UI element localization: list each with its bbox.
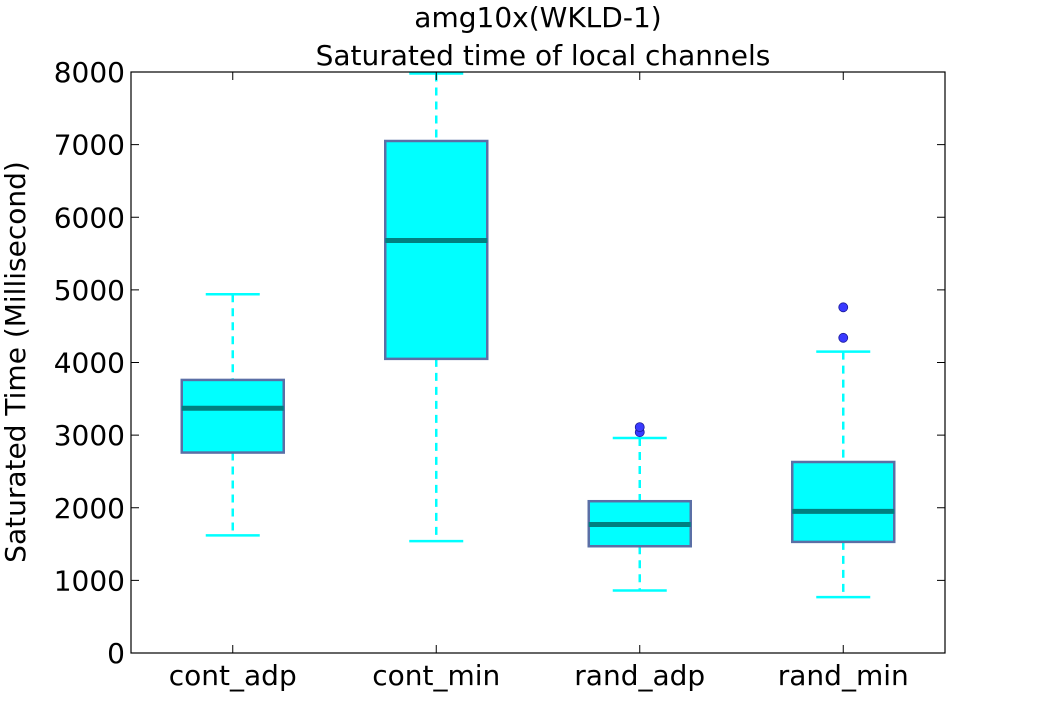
- plot-area: 0 1000 2000 3000 4000 5000 6000 7000 8000 cont_ad…: [54, 56, 946, 692]
- y-axis-label: Saturated Time (Millisecond): [0, 161, 32, 563]
- y-tick-label: 0: [107, 637, 125, 670]
- x-tick-label: rand_min: [778, 659, 909, 692]
- plot-frame: [130, 71, 946, 654]
- y-tick-label: 5000: [54, 274, 125, 307]
- y-tick-label: 3000: [54, 419, 125, 452]
- y-tick-label: 2000: [54, 492, 125, 525]
- y-tick-label: 7000: [54, 129, 125, 162]
- x-tick-label: rand_adp: [574, 659, 705, 692]
- outlier-point: [634, 422, 645, 433]
- outlier-point: [838, 332, 849, 343]
- x-tick-label: cont_adp: [169, 659, 297, 692]
- y-tick-label: 4000: [54, 347, 125, 380]
- x-tick-label: cont_min: [372, 659, 500, 692]
- chart-title-line1: amg10x(WKLD-1): [414, 1, 661, 34]
- iqr-box: [791, 460, 896, 544]
- y-tick-label: 1000: [54, 564, 125, 597]
- iqr-box: [384, 139, 489, 361]
- y-tick-label: 8000: [54, 56, 125, 89]
- outlier-point: [838, 302, 849, 313]
- chart-title-line2: Saturated time of local channels: [316, 39, 771, 72]
- iqr-box: [180, 378, 285, 454]
- y-tick-label: 6000: [54, 201, 125, 234]
